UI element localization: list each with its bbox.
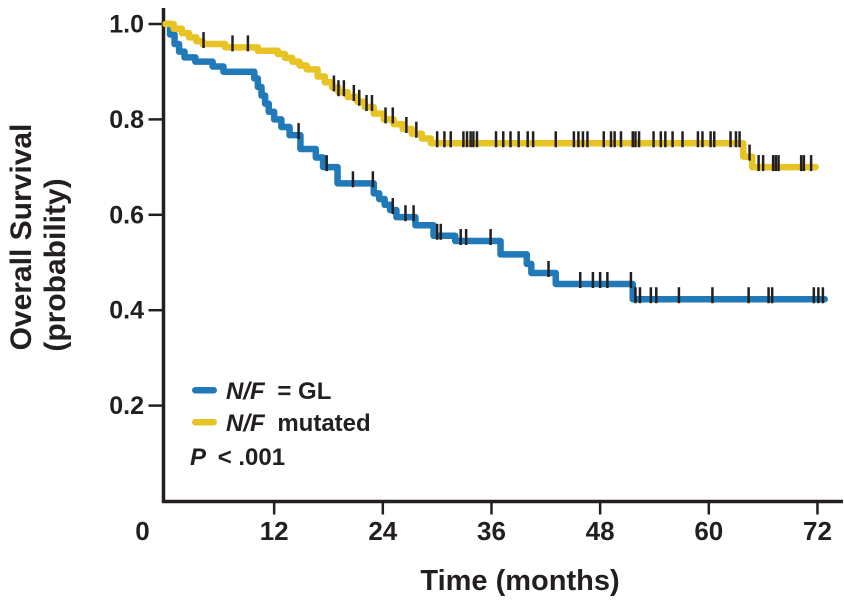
- p-value-rest: < .001: [218, 444, 285, 471]
- y-tick-label: 1.0: [109, 11, 144, 39]
- y-axis-title-line1: Overall Survival: [5, 124, 38, 351]
- legend-label-mutated-italic: N/F: [226, 410, 266, 437]
- y-tick-label: 0.4: [109, 297, 144, 325]
- legend-label-gl: N/F = GL: [226, 378, 331, 405]
- y-tick-label: 0.2: [109, 392, 144, 420]
- x-tick-label: 60: [694, 516, 723, 546]
- y-tick-label: 0.6: [109, 201, 144, 229]
- legend-label-mutated-rest: mutated: [277, 410, 370, 437]
- axis-ticks: [148, 22, 819, 515]
- censor-marks: [202, 32, 825, 304]
- x-tick-label: 12: [260, 516, 289, 546]
- series-curves: [162, 20, 828, 303]
- p-value-italic: P: [190, 444, 207, 471]
- x-tick-label: 48: [586, 516, 615, 546]
- y-tick-label: 0.8: [109, 106, 144, 134]
- y-axis-title-line2: (probability): [39, 178, 72, 351]
- legend-label-gl-rest: = GL: [277, 378, 331, 405]
- x-tick-label: 0: [135, 516, 149, 546]
- legend-label-gl-italic: N/F: [226, 378, 266, 405]
- x-tick-label: 72: [803, 516, 832, 546]
- legend-swatch-gl: [192, 387, 217, 394]
- x-tick-label: 24: [368, 516, 397, 546]
- legend: N/F = GL N/F mutated: [192, 378, 371, 437]
- axes: [161, 8, 843, 504]
- axis-tick-labels: 1.0 0.8 0.6 0.4 0.2 0 12 24 36 48 60 72: [109, 11, 832, 547]
- legend-label-mutated: N/F mutated: [226, 410, 371, 437]
- x-tick-label: 36: [477, 516, 506, 546]
- curve-nf-gl: [162, 20, 828, 303]
- legend-swatch-mutated: [192, 419, 217, 426]
- x-axis-title: Time (months): [420, 565, 619, 597]
- p-value: P < .001: [190, 444, 285, 471]
